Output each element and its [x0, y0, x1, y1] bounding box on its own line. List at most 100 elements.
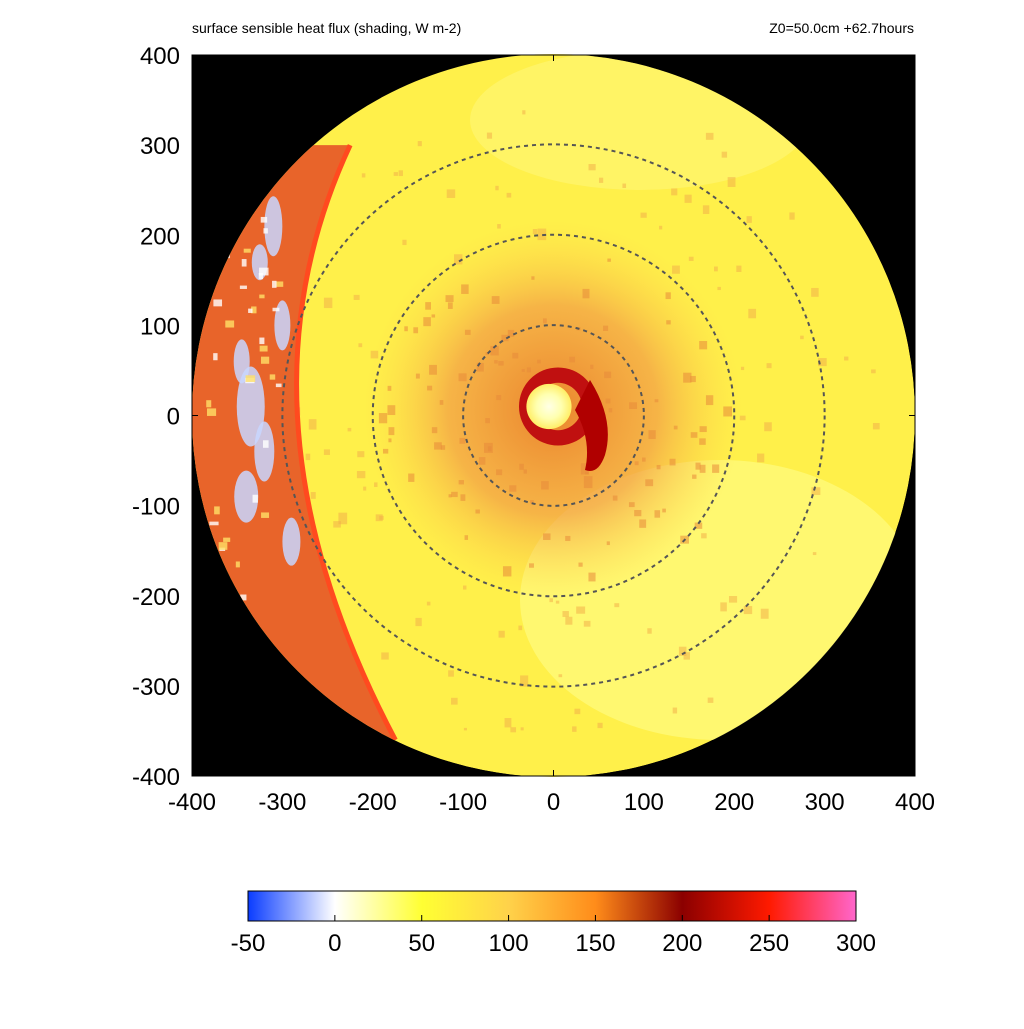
flux-speckle [590, 364, 594, 370]
eyewall-tail [575, 380, 608, 471]
negative-flux-patch [233, 339, 250, 384]
negative-flux-patch [236, 366, 265, 447]
flux-speckle [654, 510, 661, 518]
flux-speckle [361, 173, 366, 178]
flux-speckle [746, 216, 752, 223]
flux-speckle [487, 446, 492, 452]
flux-speckle [415, 373, 420, 379]
flux-speckle [578, 562, 583, 567]
flux-speckle [486, 132, 493, 139]
flux-speckle [504, 718, 512, 728]
negative-flux-patch [274, 300, 291, 351]
flux-speckle [363, 486, 367, 491]
flux-speckle [440, 445, 446, 450]
flux-speckle [598, 177, 604, 183]
flux-speckle [494, 360, 498, 364]
flux-speckle [642, 457, 646, 462]
flux-speckle [699, 464, 706, 473]
flux-speckle [574, 708, 581, 715]
flux-speckle [542, 318, 547, 324]
flux-speckle [408, 473, 415, 482]
flux-speckle [740, 366, 745, 371]
flux-speckle [672, 707, 678, 714]
negative-flux-patch [234, 470, 259, 523]
flux-speckle [491, 296, 500, 304]
flux-speckle [323, 297, 333, 309]
flux-speckle [445, 295, 454, 303]
west-speckle [218, 542, 228, 550]
flux-speckle [811, 487, 821, 496]
west-speckle [223, 537, 231, 542]
flux-speckle [811, 287, 819, 297]
west-speckle [214, 506, 220, 515]
west-speckle [262, 440, 269, 448]
colorbar-tick-label: -50 [231, 930, 266, 957]
flux-speckle [388, 438, 392, 443]
flux-speckle [427, 385, 433, 391]
west-speckle [259, 337, 265, 345]
flux-speckle [451, 697, 458, 705]
flux-speckle [495, 185, 499, 191]
flux-speckle [485, 352, 489, 356]
colorbar-tick-label: 0 [328, 930, 341, 957]
flux-speckle [688, 256, 694, 261]
west-speckle [213, 299, 223, 307]
flux-speckle [447, 302, 453, 309]
flux-speckle [683, 372, 692, 383]
colorbar-gradient [247, 890, 857, 922]
x-tick-label: 100 [624, 789, 664, 816]
west-speckle [206, 408, 217, 416]
flux-speckle [446, 189, 456, 198]
flux-speckle [485, 418, 490, 424]
colorbar-tick-label: 50 [408, 930, 435, 957]
flux-speckle [699, 438, 706, 445]
flux-speckle [537, 228, 547, 241]
y-tick-label: 300 [140, 133, 180, 160]
flux-speckle [448, 670, 454, 677]
flux-speckle [648, 430, 656, 440]
x-tick-label: 0 [547, 789, 560, 816]
flux-speckle [583, 476, 593, 489]
flux-speckle [519, 463, 524, 470]
flux-speckle [757, 453, 765, 463]
flux-speckle [356, 470, 366, 479]
flux-speckle [464, 535, 469, 540]
flux-speckle [705, 132, 714, 140]
flux-speckle [640, 212, 647, 218]
flux-speckle [728, 595, 738, 603]
west-speckle [259, 294, 265, 299]
colorbar-tick-label: 250 [749, 930, 789, 957]
flux-speckle [463, 727, 467, 731]
flux-speckle [476, 362, 484, 372]
flux-speckle [333, 521, 341, 528]
colorbar-tick-label: 150 [575, 930, 615, 957]
flux-speckle [431, 314, 436, 318]
flux-speckle [684, 194, 692, 203]
flux-speckle [702, 205, 710, 214]
flux-speckle [558, 674, 563, 678]
west-speckle [260, 216, 268, 223]
y-tick-label: 200 [140, 223, 180, 250]
x-tick-label: 200 [714, 789, 754, 816]
x-axis: -400 -300 -200 -100 0 100 200 300 400 [168, 55, 935, 816]
flux-speckle [520, 727, 524, 731]
flux-speckle [506, 192, 512, 198]
flux-speckle [606, 541, 610, 546]
flux-speckle [580, 463, 589, 475]
flux-speckle [766, 363, 772, 369]
range-ring [462, 324, 645, 507]
flux-speckle [475, 509, 480, 514]
colorbar-tick-label: 200 [662, 930, 702, 957]
flux-speckle [555, 600, 560, 604]
flux-speckle [357, 451, 365, 458]
flux-speckle [323, 449, 330, 455]
flux-speckle [699, 426, 707, 433]
flux-speckle [501, 334, 509, 342]
y-axis: 400 300 200 100 0 -100 -200 -300 -400 [132, 43, 915, 791]
x-tick-label: -100 [439, 789, 487, 816]
flux-speckle [415, 617, 422, 627]
flux-speckle [622, 183, 627, 188]
flux-speckle [518, 625, 523, 631]
west-speckle [272, 280, 277, 288]
flux-speckle [705, 395, 714, 406]
